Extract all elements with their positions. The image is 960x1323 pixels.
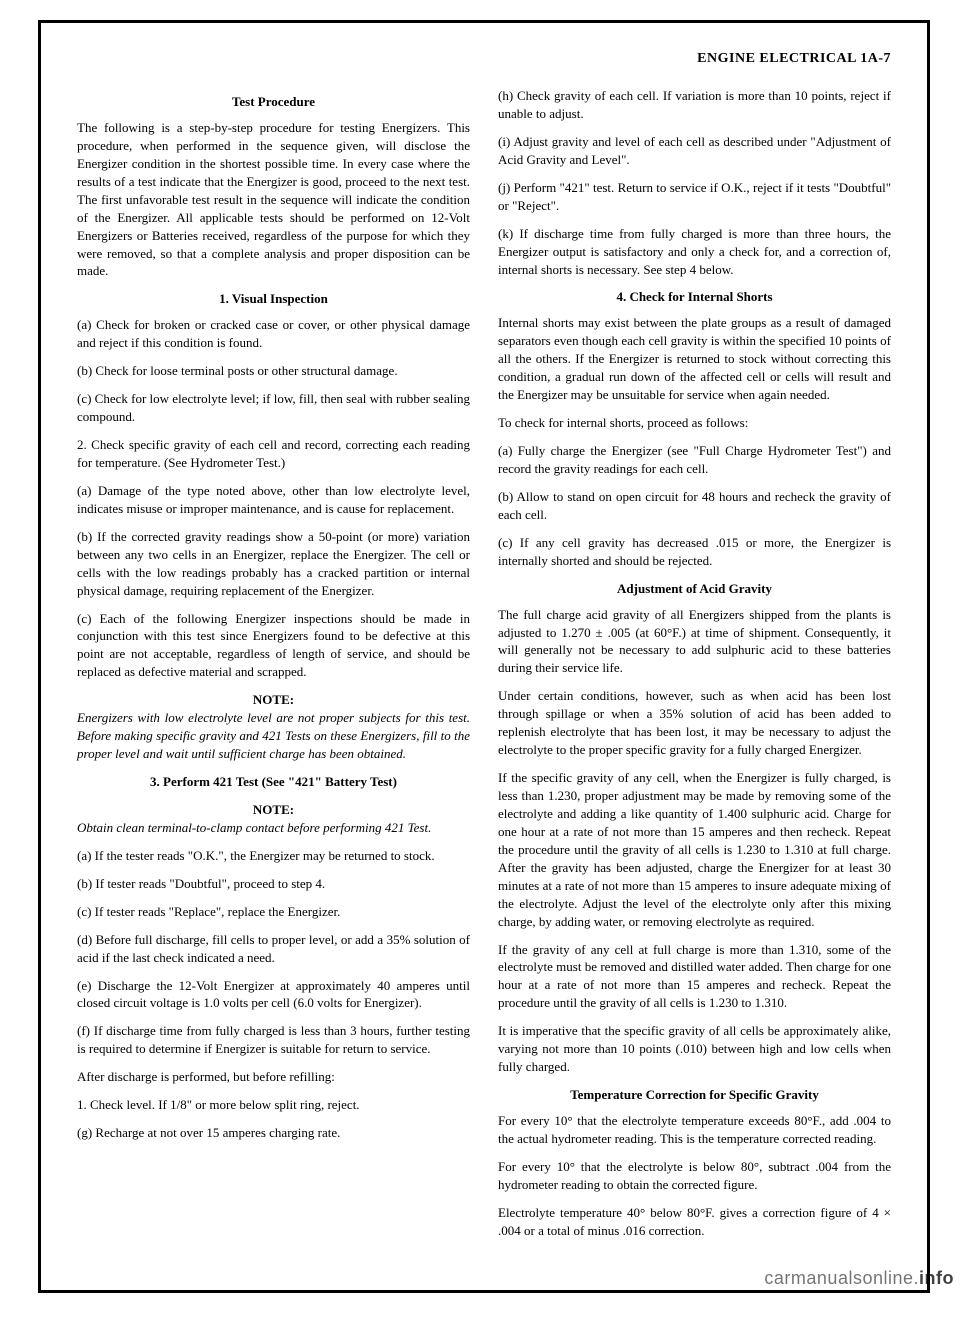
item-4c: (c) If any cell gravity has decreased .0… (498, 534, 891, 570)
watermark: carmanualsonline.info (764, 1268, 954, 1289)
para-step2: 2. Check specific gravity of each cell a… (77, 436, 470, 472)
item-3a: (a) If the tester reads "O.K.", the Ener… (77, 847, 470, 865)
note-2-body: Obtain clean terminal-to-clamp contact b… (77, 819, 470, 837)
para-shorts-intro: Internal shorts may exist between the pl… (498, 314, 891, 404)
para-temp-1: For every 10° that the electrolyte tempe… (498, 1112, 891, 1148)
item-2b: (b) If the corrected gravity readings sh… (77, 528, 470, 600)
para-acid-1: The full charge acid gravity of all Ener… (498, 606, 891, 678)
item-3h: (h) Check gravity of each cell. If varia… (498, 87, 891, 123)
item-3b: (b) If tester reads "Doubtful", proceed … (77, 875, 470, 893)
item-3e: (e) Discharge the 12-Volt Energizer at a… (77, 977, 470, 1013)
para-shorts-proceed: To check for internal shorts, proceed as… (498, 414, 891, 432)
para-after-discharge: After discharge is performed, but before… (77, 1068, 470, 1086)
page-header-right: ENGINE ELECTRICAL 1A-7 (77, 51, 891, 67)
heading-internal-shorts: 4. Check for Internal Shorts (498, 288, 891, 306)
heading-421-test: 3. Perform 421 Test (See "421" Battery T… (77, 773, 470, 791)
two-column-layout: Test Procedure The following is a step-b… (77, 87, 891, 1250)
para-acid-5: It is imperative that the specific gravi… (498, 1022, 891, 1076)
watermark-prefix: carmanualsonline. (764, 1268, 919, 1288)
item-1c: (c) Check for low electrolyte level; if … (77, 390, 470, 426)
item-2c: (c) Each of the following Energizer insp… (77, 610, 470, 682)
item-3k: (k) If discharge time from fully charged… (498, 225, 891, 279)
note-1-body: Energizers with low electrolyte level ar… (77, 709, 470, 763)
item-3j: (j) Perform "421" test. Return to servic… (498, 179, 891, 215)
item-3i: (i) Adjust gravity and level of each cel… (498, 133, 891, 169)
para-temp-2: For every 10° that the electrolyte is be… (498, 1158, 891, 1194)
note-1: NOTE: Energizers with low electrolyte le… (77, 691, 470, 763)
para-acid-4: If the gravity of any cell at full charg… (498, 941, 891, 1013)
item-2a: (a) Damage of the type noted above, othe… (77, 482, 470, 518)
note-1-head: NOTE: (77, 691, 470, 709)
para-temp-3: Electrolyte temperature 40° below 80°F. … (498, 1204, 891, 1240)
item-3d: (d) Before full discharge, fill cells to… (77, 931, 470, 967)
page-inner: ENGINE ELECTRICAL 1A-7 Test Procedure Th… (38, 20, 930, 1293)
item-4a: (a) Fully charge the Energizer (see "Ful… (498, 442, 891, 478)
item-3f1: 1. Check level. If 1/8" or more below sp… (77, 1096, 470, 1114)
note-2: NOTE: Obtain clean terminal-to-clamp con… (77, 801, 470, 837)
left-column: Test Procedure The following is a step-b… (77, 87, 470, 1250)
item-4b: (b) Allow to stand on open circuit for 4… (498, 488, 891, 524)
watermark-suffix: info (919, 1268, 954, 1288)
note-2-head: NOTE: (77, 801, 470, 819)
page-frame: ENGINE ELECTRICAL 1A-7 Test Procedure Th… (0, 20, 960, 1293)
item-3f: (f) If discharge time from fully charged… (77, 1022, 470, 1058)
heading-temp-correction: Temperature Correction for Specific Grav… (498, 1086, 891, 1104)
heading-visual-inspection: 1. Visual Inspection (77, 290, 470, 308)
heading-test-procedure: Test Procedure (77, 93, 470, 111)
item-1b: (b) Check for loose terminal posts or ot… (77, 362, 470, 380)
item-3c: (c) If tester reads "Replace", replace t… (77, 903, 470, 921)
para-intro: The following is a step-by-step procedur… (77, 119, 470, 280)
para-acid-2: Under certain conditions, however, such … (498, 687, 891, 759)
right-column: (h) Check gravity of each cell. If varia… (498, 87, 891, 1250)
item-1a: (a) Check for broken or cracked case or … (77, 316, 470, 352)
heading-acid-gravity: Adjustment of Acid Gravity (498, 580, 891, 598)
item-3g: (g) Recharge at not over 15 amperes char… (77, 1124, 470, 1142)
para-acid-3: If the specific gravity of any cell, whe… (498, 769, 891, 930)
